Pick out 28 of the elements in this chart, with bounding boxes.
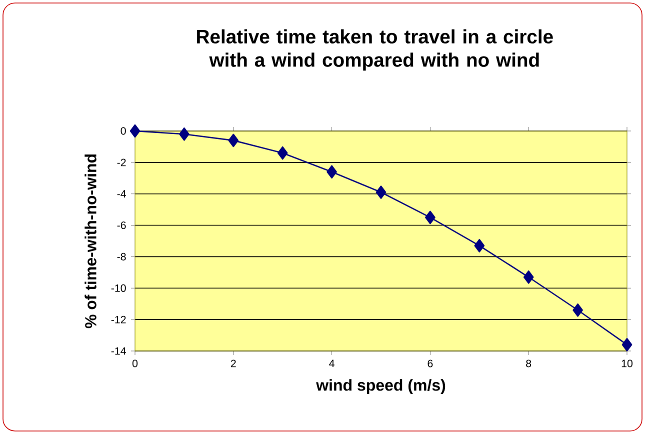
- point: [425, 210, 436, 224]
- point: [228, 134, 239, 148]
- y-tick-label: -14: [111, 347, 126, 355]
- chart-title: Relative time taken to travel in a circle with a wind compared with no wind: [197, 29, 553, 71]
- point: [622, 338, 632, 352]
- x-tick-label: 10: [622, 360, 633, 368]
- x-tick-label: 4: [329, 360, 334, 368]
- x-tick-label: 6: [428, 360, 433, 368]
- y-tick-label: -10: [111, 284, 126, 292]
- point: [376, 186, 386, 199]
- point: [179, 127, 190, 141]
- point: [277, 146, 288, 160]
- x-tick-label: 2: [230, 360, 236, 368]
- y-tick-label: -12: [111, 316, 126, 324]
- point: [523, 270, 534, 284]
- x-tick-label: 8: [526, 360, 532, 368]
- y-tick-label: -4: [117, 190, 126, 198]
- x-axis-title: wind speed (m/s): [316, 379, 446, 394]
- point: [326, 165, 337, 179]
- y-tick-label: -8: [117, 252, 126, 260]
- point: [572, 303, 583, 317]
- y-axis-title: % of time-with-no-wind: [84, 154, 96, 328]
- point: [130, 124, 140, 138]
- point: [474, 239, 485, 252]
- y-tick-label: -2: [117, 158, 126, 166]
- y-tick-label: 0: [120, 127, 126, 135]
- y-tick-label: -6: [117, 222, 126, 230]
- x-tick-label: 0: [132, 360, 138, 368]
